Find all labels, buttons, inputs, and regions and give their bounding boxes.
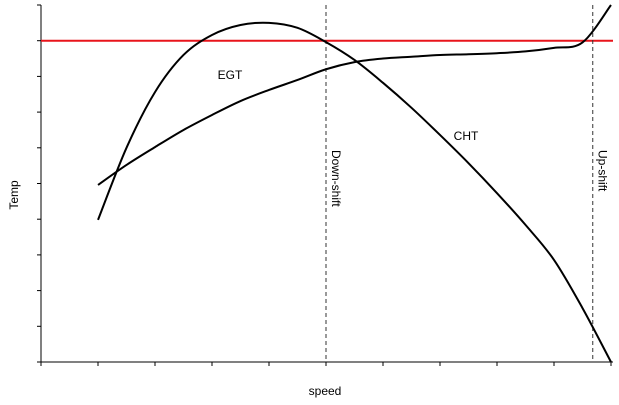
curve-label: EGT [218, 68, 243, 82]
curve [97, 21, 612, 363]
y-axis-label: Temp [7, 180, 21, 210]
curve [97, 4, 612, 186]
shift-label: Up-shift [596, 150, 610, 192]
x-axis-label: speed [309, 384, 342, 398]
shift-label: Down-shift [329, 150, 343, 207]
curve-label: CHT [454, 129, 479, 143]
